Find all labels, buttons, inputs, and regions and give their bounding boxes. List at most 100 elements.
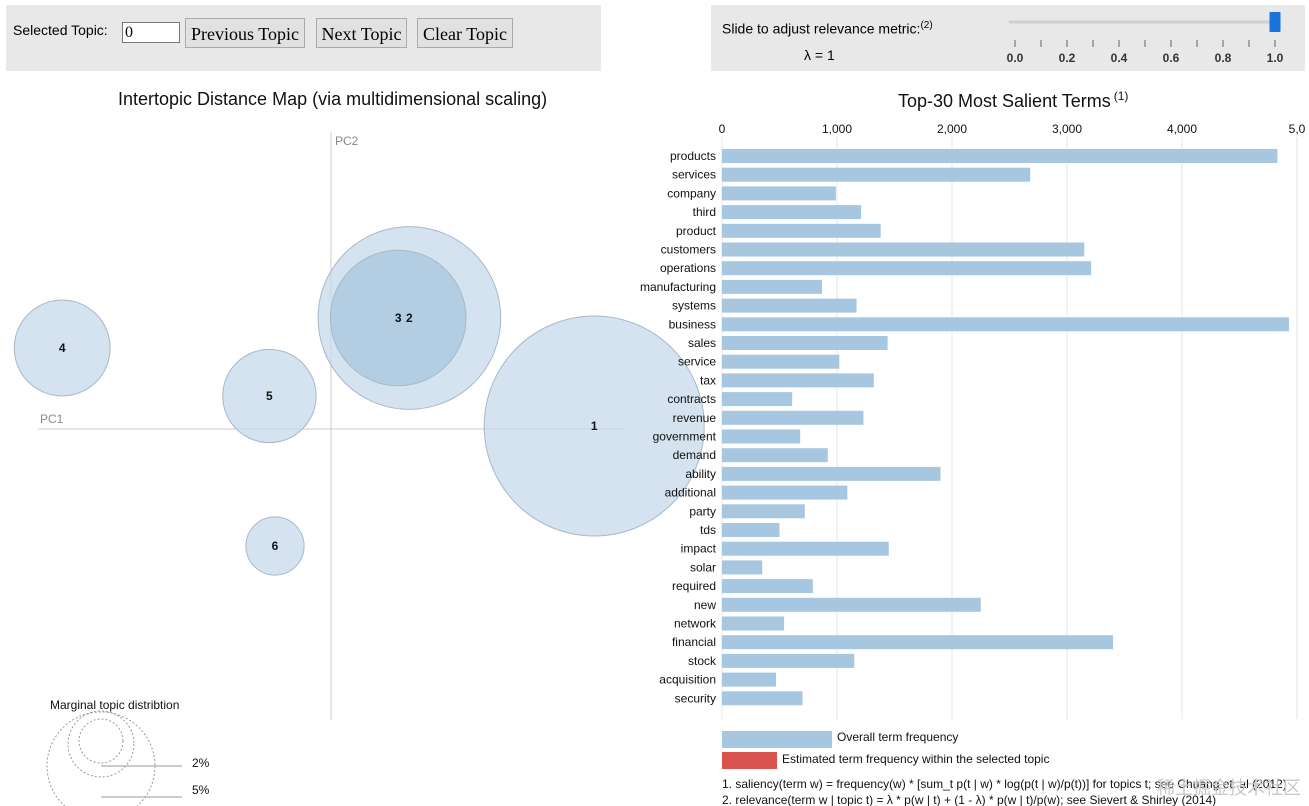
bar-demand[interactable]: [722, 448, 828, 463]
term-label[interactable]: services: [672, 168, 716, 182]
relevance-slider[interactable]: 0.0 0.2 0.4 0.6 0.8 1.0: [1001, 5, 1305, 71]
topic-label-5[interactable]: 5: [266, 389, 273, 403]
bar-systems[interactable]: [722, 298, 857, 313]
term-label[interactable]: company: [667, 186, 716, 200]
selected-topic-input[interactable]: 0: [122, 22, 180, 43]
legend-small-label: 2%: [192, 756, 210, 770]
term-label[interactable]: product: [676, 224, 717, 238]
bar-product[interactable]: [722, 223, 881, 238]
slider-label: Slide to adjust relevance metric:(2): [722, 20, 933, 37]
term-label[interactable]: demand: [673, 448, 716, 462]
x-tick-label: 4,000: [1167, 122, 1197, 136]
pc2-label: PC2: [335, 134, 359, 148]
bar-service[interactable]: [722, 354, 840, 369]
term-label[interactable]: government: [653, 430, 717, 444]
slider-tick-label: 0.2: [1059, 51, 1076, 65]
legend-title: Marginal topic distribtion: [50, 698, 179, 712]
bar-stock[interactable]: [722, 653, 855, 668]
bar-sales[interactable]: [722, 336, 888, 350]
bars-title-text: Top-30 Most Salient Terms: [898, 91, 1111, 111]
bar-impact[interactable]: [722, 541, 889, 556]
term-label[interactable]: network: [674, 617, 717, 631]
bar-revenue[interactable]: [722, 410, 864, 425]
term-label[interactable]: required: [672, 579, 716, 593]
term-label[interactable]: solar: [690, 560, 716, 574]
bar-ability[interactable]: [722, 466, 941, 481]
topic-control-panel: Selected Topic: 0 Previous Topic Next To…: [6, 5, 601, 71]
term-label[interactable]: additional: [665, 486, 716, 500]
term-label[interactable]: operations: [660, 261, 716, 275]
term-label[interactable]: customers: [661, 243, 716, 257]
bar-tax[interactable]: [722, 373, 874, 388]
bar-financial[interactable]: [722, 635, 1113, 650]
legend-overall-swatch: [722, 731, 832, 748]
slider-tick-label: 0.8: [1215, 51, 1232, 65]
term-label[interactable]: financial: [672, 635, 716, 649]
bar-company[interactable]: [722, 186, 836, 201]
term-label[interactable]: tax: [700, 373, 716, 387]
topic-circle-1[interactable]: [483, 315, 705, 537]
term-label[interactable]: party: [689, 504, 716, 518]
legend-large-label: 5%: [192, 783, 210, 797]
slider-tick-label: 0.4: [1111, 51, 1128, 65]
watermark-text: 稀土掘金技术社区: [1157, 778, 1301, 799]
topic-label-6[interactable]: 6: [272, 539, 279, 553]
term-label[interactable]: business: [669, 317, 716, 331]
topic-label-3[interactable]: 3: [395, 311, 402, 325]
bar-solar[interactable]: [722, 560, 763, 575]
term-label[interactable]: products: [670, 149, 716, 163]
bar-manufacturing[interactable]: [722, 279, 823, 294]
bar-new[interactable]: [722, 597, 981, 612]
bar-third[interactable]: [722, 205, 862, 220]
bar-tds[interactable]: [722, 523, 780, 537]
term-label[interactable]: stock: [688, 654, 717, 668]
term-label[interactable]: manufacturing: [640, 280, 716, 294]
bar-government[interactable]: [722, 429, 801, 444]
term-label[interactable]: revenue: [673, 411, 717, 425]
slider-handle[interactable]: [1269, 12, 1281, 32]
term-label[interactable]: impact: [681, 542, 717, 556]
term-label[interactable]: acquisition: [659, 673, 716, 687]
slider-tick-label: 0.0: [1007, 51, 1024, 65]
topic-label-4[interactable]: 4: [59, 341, 66, 355]
topic-label-2[interactable]: 2: [406, 311, 413, 325]
term-label[interactable]: third: [693, 205, 716, 219]
term-label[interactable]: new: [694, 598, 716, 612]
footnote-relevance: 2. relevance(term w | topic t) = λ * p(w…: [722, 793, 1216, 806]
legend-overall-label: Overall term frequency: [837, 730, 958, 744]
bar-security[interactable]: [722, 691, 803, 706]
x-tick-label: 5,0: [1289, 122, 1306, 136]
bar-required[interactable]: [722, 579, 813, 594]
term-label[interactable]: ability: [685, 467, 716, 481]
salient-terms-chart: 0 1,000 2,000 3,000 4,000 5,0 products service…: [640, 122, 1306, 806]
x-tick-label: 3,000: [1052, 122, 1082, 136]
previous-topic-button[interactable]: Previous Topic: [185, 18, 305, 48]
bar-services[interactable]: [722, 167, 1031, 182]
legend-circle-large: [46, 711, 156, 806]
bar-network[interactable]: [722, 616, 785, 631]
bar-acquisition[interactable]: [722, 672, 777, 687]
bar-additional[interactable]: [722, 485, 848, 500]
pc1-label: PC1: [40, 412, 64, 426]
next-topic-button[interactable]: Next Topic: [316, 18, 407, 48]
term-label[interactable]: tds: [700, 523, 716, 537]
bars-title-note: (1): [1113, 89, 1129, 103]
term-label[interactable]: systems: [672, 299, 716, 313]
bar-customers[interactable]: [722, 242, 1085, 257]
clear-topic-button[interactable]: Clear Topic: [417, 18, 513, 48]
term-label[interactable]: sales: [688, 336, 716, 350]
bar-contracts[interactable]: [722, 392, 793, 407]
selected-topic-label: Selected Topic:: [13, 22, 108, 38]
term-label[interactable]: service: [678, 355, 716, 369]
bar-operations[interactable]: [722, 261, 1092, 276]
topic-label-1[interactable]: 1: [591, 419, 598, 433]
term-label[interactable]: contracts: [667, 392, 716, 406]
bar-party[interactable]: [722, 504, 805, 519]
bar-products[interactable]: [722, 149, 1278, 163]
term-label[interactable]: security: [675, 691, 716, 705]
bar-business[interactable]: [722, 317, 1289, 332]
topic-circle-3[interactable]: [329, 249, 467, 387]
topic-circle-4[interactable]: [13, 299, 111, 397]
topic-circle-5[interactable]: [222, 348, 317, 444]
topic-circle-6[interactable]: [245, 516, 305, 576]
